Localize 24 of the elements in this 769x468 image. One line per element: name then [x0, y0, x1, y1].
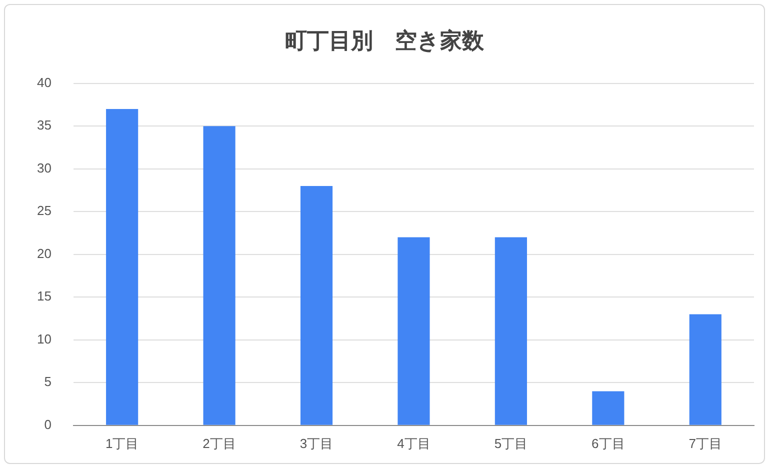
y-tick-label: 0 — [44, 416, 52, 432]
x-tick-label: 5丁目 — [494, 436, 528, 451]
y-tick-label: 35 — [36, 118, 52, 133]
x-tick-label: 2丁目 — [202, 436, 236, 451]
x-tick-label: 1丁目 — [105, 436, 139, 451]
y-tick-label: 30 — [36, 160, 52, 176]
bar — [689, 314, 722, 425]
y-tick-label: 5 — [44, 374, 52, 390]
x-tick-label: 6丁目 — [592, 436, 625, 451]
x-tick-label: 3丁目 — [300, 436, 334, 451]
y-tick-label: 10 — [36, 331, 52, 346]
bar — [494, 237, 527, 425]
bar — [203, 126, 236, 425]
x-tick-label: 4丁目 — [397, 436, 430, 451]
bar — [398, 237, 430, 425]
bar — [300, 186, 333, 425]
y-tick-label: 25 — [36, 203, 52, 218]
y-tick-label: 20 — [36, 246, 52, 261]
bar — [592, 391, 624, 425]
bar — [106, 109, 138, 425]
y-tick-label: 40 — [36, 74, 52, 90]
x-tick-label: 7丁目 — [688, 436, 722, 451]
chart-title: 町丁目別 空き家数 — [285, 28, 485, 54]
y-tick-label: 15 — [36, 288, 52, 304]
